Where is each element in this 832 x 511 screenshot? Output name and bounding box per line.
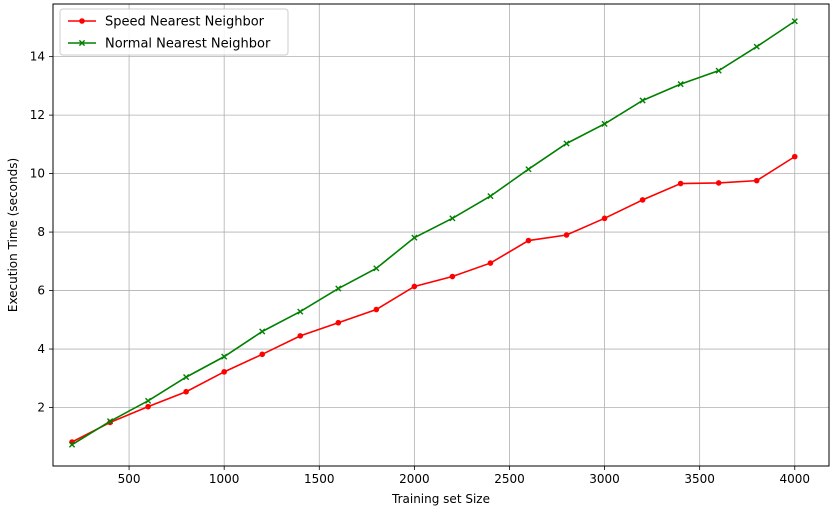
- x-tick-label: 500: [118, 472, 141, 486]
- data-point: [487, 193, 494, 200]
- x-tick-label: 1000: [209, 472, 240, 486]
- data-point: [68, 441, 76, 448]
- data-point: [183, 374, 190, 381]
- series-line: [71, 155, 796, 443]
- y-tick-label: 14: [30, 50, 45, 64]
- y-axis-label: Execution Time (seconds): [6, 158, 20, 312]
- legend-label: Normal Nearest Neighbor: [105, 37, 271, 52]
- x-tick-label: 2500: [494, 472, 525, 486]
- data-point: [221, 369, 227, 375]
- data-point: [563, 140, 570, 147]
- y-tick-label: 2: [37, 401, 45, 415]
- legend: Speed Nearest Neighbor Normal Nearest Nei…: [59, 8, 289, 56]
- data-point: [183, 388, 189, 395]
- data-point: [601, 215, 608, 222]
- x-tick-label: 1500: [304, 472, 335, 486]
- x-axis-ticks: 500 1000 1500 2000 2500 3000 3500 4000: [118, 466, 810, 486]
- data-point: [563, 232, 570, 238]
- x-tick-label: 4000: [779, 472, 810, 486]
- data-point: [297, 308, 304, 315]
- data-point: [259, 351, 266, 358]
- data-point: [373, 306, 380, 313]
- y-axis-ticks: 2 4 6 8 10 12 14: [30, 50, 53, 415]
- data-point: [715, 180, 722, 186]
- y-tick-label: 6: [37, 284, 45, 298]
- legend-box: [59, 8, 289, 56]
- data-point: [601, 120, 608, 127]
- x-tick-label: 2000: [399, 472, 430, 486]
- data-point: [411, 234, 418, 241]
- data-point: [525, 237, 532, 244]
- data-point: [411, 283, 418, 290]
- y-tick-label: 12: [30, 108, 45, 122]
- legend-swatch-marker: [78, 39, 86, 47]
- data-point: [525, 166, 532, 173]
- data-point: [791, 153, 798, 160]
- data-point: [221, 353, 228, 360]
- data-point: [145, 403, 151, 410]
- data-point: [487, 260, 494, 266]
- data-point: [677, 180, 684, 187]
- x-tick-label: 3500: [684, 472, 715, 486]
- data-point: [791, 18, 798, 25]
- series-line: [71, 20, 796, 446]
- x-axis-label: Training set Size: [391, 492, 490, 506]
- x-tick-label: 3000: [589, 472, 620, 486]
- y-tick-label: 10: [30, 167, 45, 181]
- grid-lines: [53, 4, 829, 466]
- data-point: [259, 328, 266, 335]
- legend-label: Speed Nearest Neighbor: [105, 15, 265, 30]
- y-tick-label: 8: [37, 225, 45, 239]
- series-speed-nearest-neighbor: [69, 153, 798, 445]
- plot-frame: [52, 3, 830, 467]
- data-point: [145, 397, 152, 404]
- data-point: [639, 97, 646, 104]
- series-normal-nearest-neighbor: [68, 18, 798, 448]
- data-point: [335, 285, 342, 292]
- data-point: [373, 265, 380, 272]
- data-point: [449, 273, 456, 280]
- data-point: [639, 197, 646, 203]
- series-layer: [68, 18, 798, 448]
- data-point: [106, 418, 114, 425]
- data-point: [335, 319, 342, 326]
- data-point: [753, 177, 760, 184]
- data-point: [449, 215, 456, 222]
- data-point: [677, 81, 684, 88]
- data-point: [753, 43, 760, 50]
- data-point: [715, 67, 722, 74]
- legend-swatch-marker: [79, 18, 85, 24]
- data-point: [297, 333, 304, 339]
- y-tick-label: 4: [37, 342, 45, 356]
